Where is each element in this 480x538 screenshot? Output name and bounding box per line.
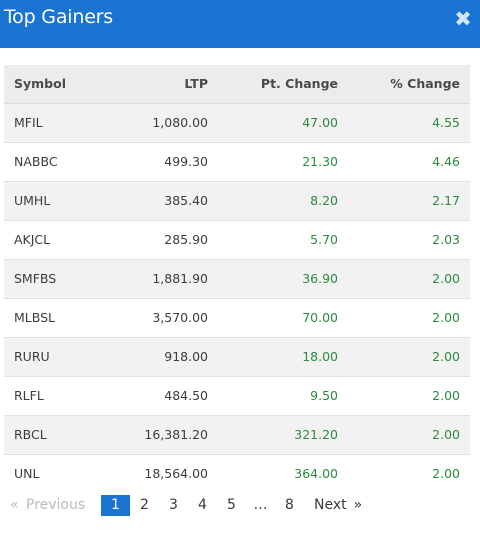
cell-ltp: 484.50 <box>96 375 208 415</box>
column-header-pt-change[interactable]: Pt. Change <box>208 65 338 104</box>
table-row[interactable]: UNL 18,564.00 364.00 2.00 <box>4 453 470 493</box>
cell-ltp: 285.90 <box>96 219 208 259</box>
cell-pct-change: 2.03 <box>338 219 470 259</box>
cell-pt-change: 21.30 <box>208 141 338 181</box>
page-link-8[interactable]: 8 <box>285 496 294 513</box>
previous-page-link: Previous <box>26 497 86 513</box>
cell-symbol[interactable]: RLFL <box>4 375 96 415</box>
page-link-1[interactable]: 1 <box>101 494 130 516</box>
cell-pt-change: 8.20 <box>208 180 338 220</box>
cell-pt-change: 321.20 <box>208 414 338 454</box>
cell-pct-change: 4.55 <box>338 102 470 142</box>
gainers-table-container: Symbol LTP Pt. Change % Change MFIL 1,080… <box>4 65 470 493</box>
cell-symbol[interactable]: SMFBS <box>4 258 96 298</box>
cell-pct-change: 2.00 <box>338 375 470 415</box>
pagination-ellipsis: … <box>253 497 268 513</box>
next-page-link[interactable]: Next <box>314 497 347 513</box>
cell-ltp: 1,080.00 <box>96 102 208 142</box>
cell-ltp: 16,381.20 <box>96 414 208 454</box>
cell-ltp: 1,881.90 <box>96 258 208 298</box>
cell-pct-change: 2.00 <box>338 414 470 454</box>
gainers-table: Symbol LTP Pt. Change % Change MFIL 1,080… <box>4 65 470 493</box>
cell-symbol[interactable]: RBCL <box>4 414 96 454</box>
column-header-pct-change[interactable]: % Change <box>338 65 470 104</box>
table-row[interactable]: NABBC 499.30 21.30 4.46 <box>4 141 470 181</box>
table-row[interactable]: RLFL 484.50 9.50 2.00 <box>4 375 470 415</box>
cell-pt-change: 70.00 <box>208 297 338 337</box>
table-row[interactable]: RBCL 16,381.20 321.20 2.00 <box>4 414 470 454</box>
cell-pct-change: 2.17 <box>338 180 470 220</box>
modal-header: Top Gainers ✖ <box>0 0 480 48</box>
cell-symbol[interactable]: UMHL <box>4 180 96 220</box>
cell-pct-change: 2.00 <box>338 258 470 298</box>
cell-ltp: 385.40 <box>96 180 208 220</box>
cell-symbol[interactable]: AKJCL <box>4 219 96 259</box>
cell-pct-change: 2.00 <box>338 336 470 376</box>
table-row[interactable]: MLBSL 3,570.00 70.00 2.00 <box>4 297 470 337</box>
table-row[interactable]: RURU 918.00 18.00 2.00 <box>4 336 470 376</box>
cell-pt-change: 9.50 <box>208 375 338 415</box>
cell-pct-change: 4.46 <box>338 141 470 181</box>
cell-pct-change: 2.00 <box>338 453 470 493</box>
page-link-3[interactable]: 3 <box>169 496 178 513</box>
cell-ltp: 18,564.00 <box>96 453 208 493</box>
cell-symbol[interactable]: UNL <box>4 453 96 493</box>
cell-ltp: 918.00 <box>96 336 208 376</box>
table-header-row: Symbol LTP Pt. Change % Change <box>4 65 470 104</box>
cell-pt-change: 18.00 <box>208 336 338 376</box>
page-link-5[interactable]: 5 <box>227 496 236 513</box>
column-header-ltp[interactable]: LTP <box>96 65 208 104</box>
modal-title: Top Gainers <box>4 6 113 28</box>
next-arrow-icon[interactable]: » <box>353 497 363 513</box>
cell-symbol[interactable]: NABBC <box>4 141 96 181</box>
page-link-2[interactable]: 2 <box>140 496 149 513</box>
previous-arrow-icon: « <box>10 497 19 513</box>
cell-pt-change: 364.00 <box>208 453 338 493</box>
table-row[interactable]: UMHL 385.40 8.20 2.17 <box>4 180 470 220</box>
cell-symbol[interactable]: RURU <box>4 336 96 376</box>
table-row[interactable]: AKJCL 285.90 5.70 2.03 <box>4 219 470 259</box>
cell-pt-change: 47.00 <box>208 102 338 142</box>
cell-symbol[interactable]: MFIL <box>4 102 96 142</box>
cell-symbol[interactable]: MLBSL <box>4 297 96 337</box>
cell-ltp: 499.30 <box>96 141 208 181</box>
cell-pt-change: 36.90 <box>208 258 338 298</box>
cell-ltp: 3,570.00 <box>96 297 208 337</box>
cell-pt-change: 5.70 <box>208 219 338 259</box>
column-header-symbol[interactable]: Symbol <box>4 65 96 104</box>
page-link-4[interactable]: 4 <box>198 496 207 513</box>
close-icon[interactable]: ✖ <box>454 7 472 31</box>
cell-pct-change: 2.00 <box>338 297 470 337</box>
table-row[interactable]: MFIL 1,080.00 47.00 4.55 <box>4 102 470 142</box>
pagination: « Previous 1 2 3 4 5 … 8 Next » <box>10 494 362 516</box>
table-row[interactable]: SMFBS 1,881.90 36.90 2.00 <box>4 258 470 298</box>
